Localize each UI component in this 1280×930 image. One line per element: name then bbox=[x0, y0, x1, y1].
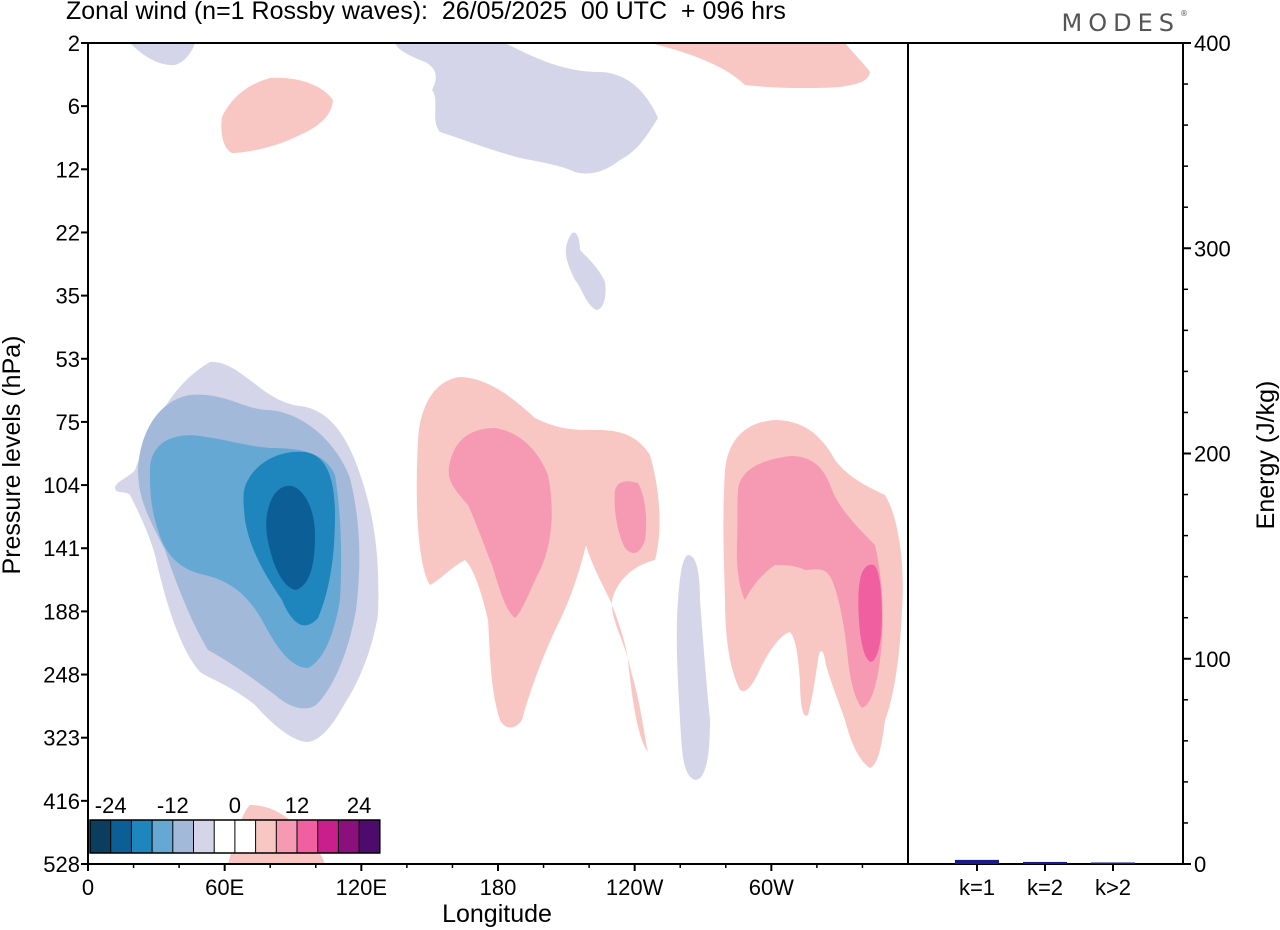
y-tick-label: 6 bbox=[68, 94, 80, 119]
colorbar-swatch bbox=[317, 820, 339, 853]
x-tick-label: 60W bbox=[749, 875, 794, 900]
contour-neg-top-left bbox=[130, 43, 195, 66]
energy-bars bbox=[955, 859, 1135, 864]
contour-neg-25 bbox=[266, 485, 315, 590]
y-tick-label: 528 bbox=[43, 852, 80, 877]
wind-contour-field bbox=[115, 43, 903, 864]
contour-neg-mid-stratosphere bbox=[565, 232, 606, 310]
colorbar-swatch bbox=[234, 820, 256, 853]
colorbar-swatch bbox=[297, 820, 318, 853]
colorbar-swatch bbox=[110, 820, 132, 853]
colorbar-swatch bbox=[359, 820, 380, 853]
colorbar-swatch bbox=[131, 820, 153, 853]
contour-neg-top-center bbox=[395, 43, 658, 174]
chart-title: Zonal wind (n=1 Rossby waves): 26/05/202… bbox=[66, 0, 786, 25]
contour-pos-10-right bbox=[736, 456, 883, 708]
y-tick-label: 248 bbox=[43, 663, 80, 688]
energy-tick-label: 100 bbox=[1194, 647, 1231, 672]
colorbar-swatch bbox=[152, 820, 173, 853]
energy-category-label: k>2 bbox=[1095, 875, 1131, 900]
y-axis-energy: 0 100 200 300 400 bbox=[1183, 31, 1231, 877]
colorbar-swatch bbox=[90, 820, 111, 853]
y-tick-label: 323 bbox=[43, 726, 80, 751]
y-tick-label: 35 bbox=[56, 284, 80, 309]
colorbar-swatch bbox=[172, 820, 194, 853]
energy-panel-frame bbox=[907, 42, 1184, 865]
colorbar-tick-label: -24 bbox=[95, 793, 127, 818]
energy-category-label: k=1 bbox=[959, 875, 995, 900]
y-tick-label: 188 bbox=[43, 599, 80, 624]
colorbar-tick-label: -12 bbox=[157, 793, 189, 818]
y-axis-pressure: 2 6 12 22 35 53 75 104 141 188 248 323 416 528 bbox=[43, 31, 88, 877]
colorbar-tick-label: 12 bbox=[285, 793, 309, 818]
y-tick-label: 53 bbox=[56, 347, 80, 372]
y-tick-label: 416 bbox=[43, 789, 80, 814]
x-axis-title: Longitude bbox=[442, 900, 552, 928]
y-tick-label: 141 bbox=[43, 536, 80, 561]
colorbar: -24 -12 0 12 24 bbox=[89, 793, 381, 854]
colorbar-swatch bbox=[214, 820, 235, 853]
contour-pos-5-top-right bbox=[650, 43, 870, 89]
x-tick-label: 0 bbox=[82, 875, 94, 900]
x-tick-label: 120E bbox=[336, 875, 387, 900]
contour-pos-15-right bbox=[858, 564, 882, 662]
contour-neg-thin-column bbox=[676, 555, 710, 780]
contour-pos-5-top-left bbox=[221, 77, 333, 153]
colorbar-swatch bbox=[193, 820, 215, 853]
energy-category-label: k=2 bbox=[1027, 875, 1063, 900]
x-tick-label: 120W bbox=[606, 875, 664, 900]
energy-bar bbox=[1091, 862, 1135, 864]
y-tick-label: 104 bbox=[43, 473, 80, 498]
colorbar-swatch bbox=[338, 820, 360, 853]
colorbar-swatch bbox=[255, 820, 277, 853]
energy-tick-label: 400 bbox=[1194, 31, 1231, 56]
contour-pos-10-center-a bbox=[448, 428, 552, 618]
y-axis-title: Pressure levels (hPa) bbox=[0, 336, 26, 575]
x-tick-label: 60E bbox=[205, 875, 244, 900]
energy-tick-label: 0 bbox=[1194, 852, 1206, 877]
energy-bar bbox=[955, 859, 999, 864]
colorbar-swatch bbox=[276, 820, 297, 853]
y-tick-label: 12 bbox=[56, 157, 80, 182]
energy-tick-label: 200 bbox=[1194, 442, 1231, 467]
energy-axis-title: Energy (J/kg) bbox=[1252, 381, 1280, 530]
colorbar-tick-label: 24 bbox=[347, 793, 371, 818]
y-tick-label: 75 bbox=[56, 410, 80, 435]
y-tick-label: 2 bbox=[68, 31, 80, 56]
energy-tick-label: 300 bbox=[1194, 236, 1231, 261]
x-axis-longitude: 0 60E 120E 180 120W 60W bbox=[82, 864, 864, 900]
contour-pos-10-center-b bbox=[614, 481, 647, 553]
modes-logo: MODES® bbox=[1061, 9, 1188, 37]
energy-bar bbox=[1023, 861, 1067, 864]
y-tick-label: 22 bbox=[56, 220, 80, 245]
energy-category-labels: k=1 k=2 k>2 bbox=[959, 864, 1131, 900]
x-tick-label: 180 bbox=[480, 875, 517, 900]
colorbar-tick-label: 0 bbox=[229, 793, 241, 818]
